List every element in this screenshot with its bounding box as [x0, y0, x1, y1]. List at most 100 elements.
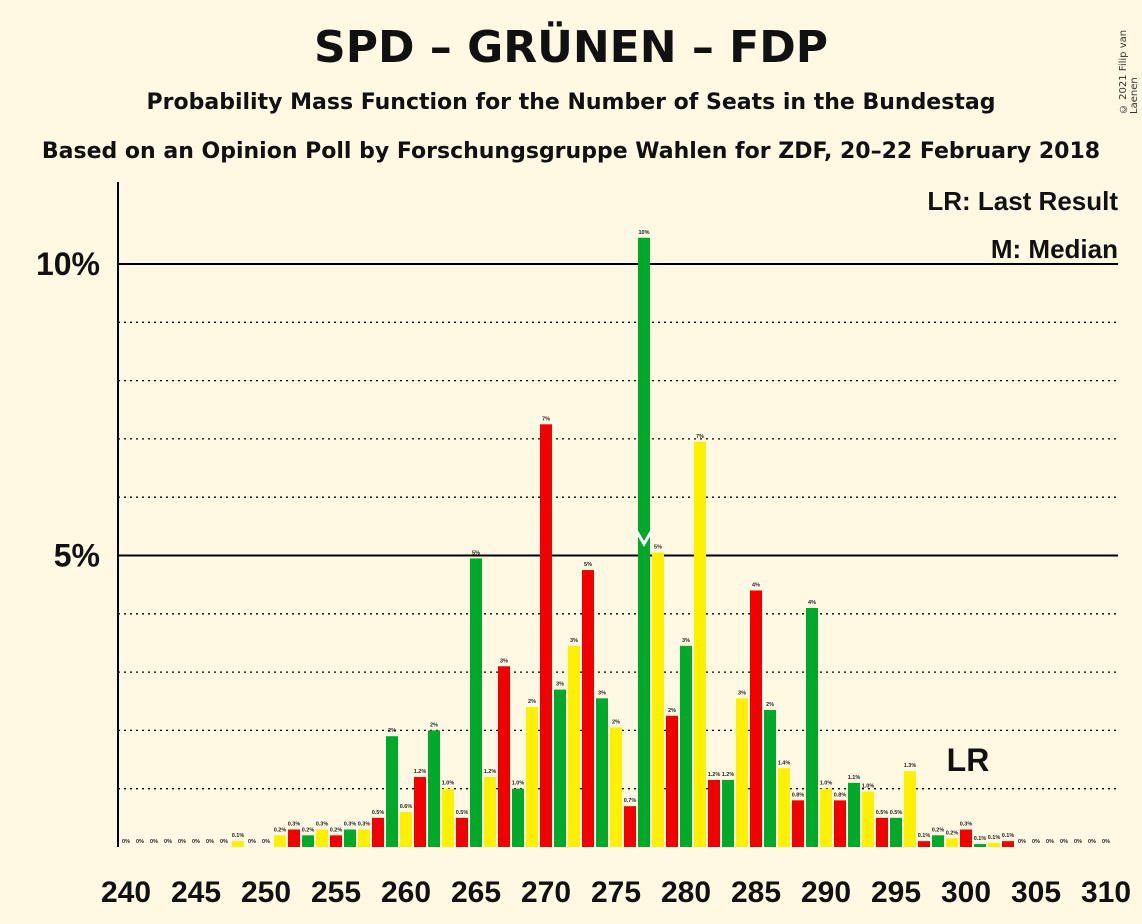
bar-281 [694, 441, 706, 847]
bar-label-258: 0.5% [372, 810, 385, 816]
bar-297 [918, 841, 930, 847]
bar-label-277: 10% [638, 230, 649, 236]
bar-label-263: 1.0% [442, 781, 455, 787]
bar-label-299: 0.2% [946, 830, 959, 836]
bar-label-257: 0.3% [358, 822, 371, 828]
bar-label-283: 1.2% [722, 772, 735, 778]
bar-label-261: 1.2% [414, 769, 427, 775]
bar-label-249: 0% [248, 839, 256, 845]
chart-subtitle: Probability Mass Function for the Number… [146, 90, 996, 115]
bar-label-273: 5% [584, 562, 592, 568]
bar-label-270: 7% [542, 416, 550, 422]
bar-279 [666, 715, 678, 847]
bar-255 [330, 835, 342, 847]
bar-278 [652, 552, 664, 847]
bar-label-294: 0.5% [876, 810, 889, 816]
bar-label-284: 3% [738, 690, 746, 696]
bar-label-251: 0.2% [274, 827, 287, 833]
bar-257 [358, 829, 370, 847]
bar-274 [596, 698, 608, 847]
y-tick-10: 10% [36, 246, 100, 282]
bar-label-290: 1.0% [820, 781, 833, 787]
bar-label-296: 1.3% [904, 763, 917, 769]
legend-median: M: Median [991, 234, 1118, 264]
bar-label-280: 3% [682, 638, 690, 644]
tick-labels: 240 245 250 255 260 265 270 275 280 285 290 295 300 3… [36, 246, 1131, 909]
x-tick-290: 290 [801, 876, 851, 909]
x-tick-280: 280 [661, 876, 711, 909]
bar-label-301: 0.1% [974, 836, 987, 842]
bar-280 [680, 645, 692, 847]
median-marker [635, 531, 653, 547]
bar-276 [624, 806, 636, 847]
bar-294 [876, 817, 888, 847]
bar-label-281: 7% [696, 434, 704, 440]
bar-label-267: 3% [500, 658, 508, 664]
bars [232, 237, 1014, 847]
bar-254 [316, 829, 328, 847]
bar-299 [946, 838, 958, 847]
bar-label-265: 5% [472, 550, 480, 556]
x-tick-260: 260 [381, 876, 431, 909]
bar-label-262: 2% [430, 722, 438, 728]
bar-290 [820, 788, 832, 847]
bar-label-259: 2% [388, 728, 396, 734]
bar-261 [414, 777, 426, 847]
bar-264 [456, 817, 468, 847]
bar-273 [582, 570, 594, 847]
bar-303 [1002, 841, 1014, 847]
bar-265 [470, 558, 482, 847]
bar-label-304: 0% [1018, 839, 1026, 845]
bar-272 [568, 645, 580, 847]
bar-label-292: 1.1% [848, 775, 861, 781]
bar-label-295: 0.5% [890, 810, 903, 816]
bar-275 [610, 727, 622, 847]
bar-label-244: 0% [178, 839, 186, 845]
bar-256 [344, 829, 356, 847]
bar-label-275: 2% [612, 719, 620, 725]
x-tick-245: 245 [171, 876, 221, 909]
bar-label-245: 0% [192, 839, 200, 845]
bar-270 [540, 424, 552, 847]
bar-label-289: 4% [808, 600, 816, 606]
bar-label-297: 0.1% [918, 833, 931, 839]
bar-label-286: 2% [766, 702, 774, 708]
bar-302 [988, 842, 1000, 847]
bar-286 [764, 709, 776, 847]
last-result-marker: LR [947, 742, 990, 778]
bar-266 [484, 777, 496, 847]
x-tick-250: 250 [241, 876, 291, 909]
bar-label-300: 0.3% [960, 822, 973, 828]
x-tick-240: 240 [101, 876, 151, 909]
chart-title: SPD – GRÜNEN – FDP [314, 22, 828, 73]
bar-label-287: 1.4% [778, 760, 791, 766]
bar-283 [722, 779, 734, 847]
bar-label-248: 0.1% [232, 833, 245, 839]
bar-label-243: 0% [164, 839, 172, 845]
bar-label-240: 0% [122, 839, 130, 845]
gridlines [118, 263, 1118, 790]
bar-258 [372, 817, 384, 847]
bar-label-303: 0.1% [1002, 833, 1015, 839]
x-tick-305: 305 [1011, 876, 1061, 909]
x-tick-300: 300 [941, 876, 991, 909]
bar-label-288: 0.8% [792, 792, 805, 798]
bar-label-278: 5% [654, 545, 662, 551]
bar-label-308: 0% [1074, 839, 1082, 845]
bar-label-279: 2% [668, 708, 676, 714]
bar-296 [904, 771, 916, 847]
bar-label-305: 0% [1032, 839, 1040, 845]
bar-300 [960, 829, 972, 847]
bar-271 [554, 689, 566, 847]
bar-285 [750, 590, 762, 847]
bar-262 [428, 730, 440, 847]
bar-298 [932, 835, 944, 847]
bar-label-255: 0.2% [330, 827, 343, 833]
bar-label-242: 0% [150, 839, 158, 845]
y-tick-5: 5% [54, 538, 100, 574]
bar-label-269: 2% [528, 699, 536, 705]
bar-253 [302, 835, 314, 847]
x-tick-275: 275 [591, 876, 641, 909]
x-tick-285: 285 [731, 876, 781, 909]
bar-label-260: 0.6% [400, 804, 413, 810]
